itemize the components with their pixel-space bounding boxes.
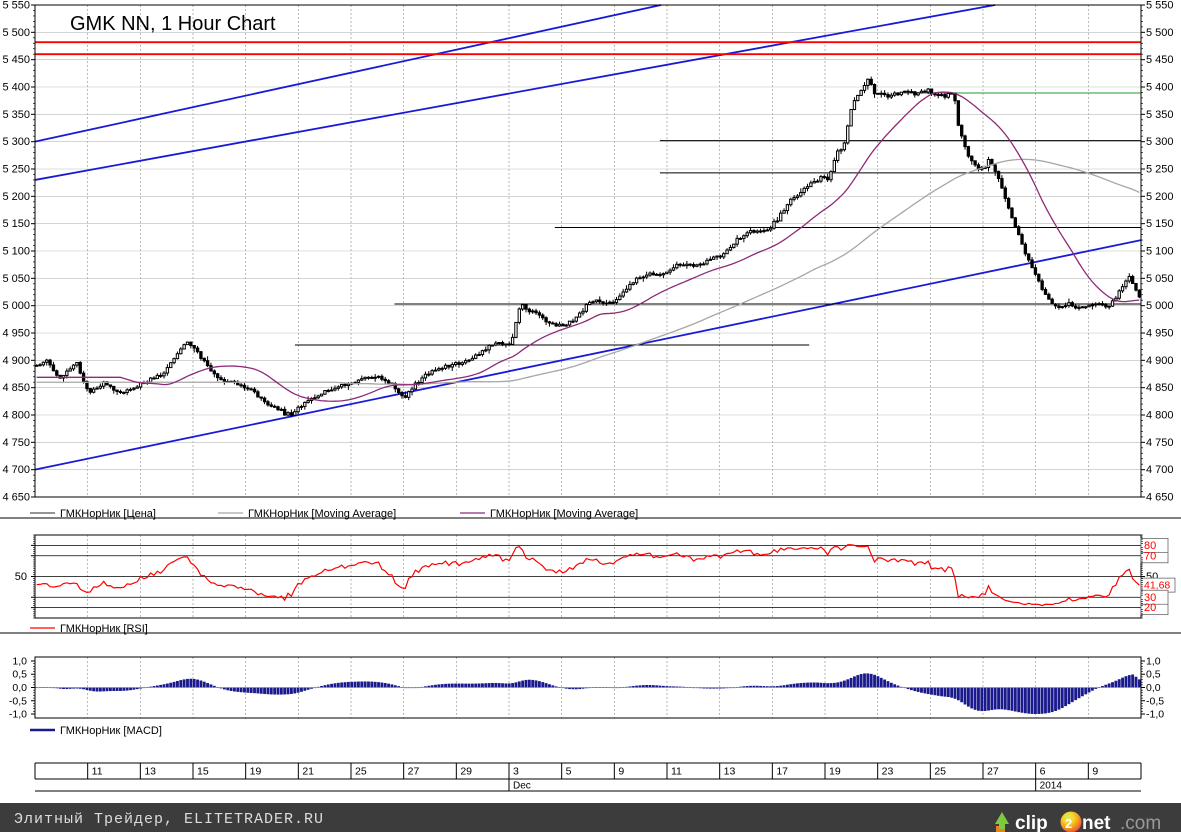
svg-text:13: 13 <box>724 766 736 778</box>
svg-text:2: 2 <box>1065 816 1072 831</box>
svg-text:ГМКНорНик [RSI]: ГМКНорНик [RSI] <box>60 623 148 635</box>
svg-text:5 150: 5 150 <box>1146 218 1174 230</box>
svg-text:5 250: 5 250 <box>1146 164 1174 176</box>
svg-text:1,0: 1,0 <box>1146 655 1161 667</box>
svg-text:4 950: 4 950 <box>2 328 30 340</box>
svg-text:5 000: 5 000 <box>2 300 30 312</box>
svg-text:2014: 2014 <box>1040 781 1063 792</box>
svg-text:5 100: 5 100 <box>2 246 30 258</box>
svg-text:9: 9 <box>1092 766 1098 778</box>
svg-text:4 850: 4 850 <box>1146 382 1174 394</box>
svg-text:ГМКНорНик [MACD]: ГМКНорНик [MACD] <box>60 725 162 737</box>
svg-text:5 550: 5 550 <box>1146 0 1174 12</box>
svg-text:-0,5: -0,5 <box>9 695 27 707</box>
svg-text:25: 25 <box>934 766 946 778</box>
svg-text:5 050: 5 050 <box>2 273 30 285</box>
svg-text:Dec: Dec <box>513 781 531 792</box>
svg-text:.com: .com <box>1120 813 1161 832</box>
svg-text:15: 15 <box>197 766 209 778</box>
svg-text:27: 27 <box>987 766 999 778</box>
svg-text:21: 21 <box>302 766 314 778</box>
svg-text:-1,0: -1,0 <box>9 709 27 721</box>
svg-text:5 400: 5 400 <box>1146 82 1174 94</box>
svg-text:GMK NN, 1 Hour Chart: GMK NN, 1 Hour Chart <box>70 13 276 35</box>
svg-text:11: 11 <box>92 766 103 778</box>
svg-text:13: 13 <box>144 766 156 778</box>
svg-text:5 200: 5 200 <box>1146 191 1174 203</box>
svg-text:5 400: 5 400 <box>2 82 30 94</box>
svg-text:41,68: 41,68 <box>1144 580 1170 592</box>
svg-text:5: 5 <box>566 766 572 778</box>
svg-text:5 050: 5 050 <box>1146 273 1174 285</box>
svg-text:-0,5: -0,5 <box>1146 695 1164 707</box>
svg-text:11: 11 <box>671 766 682 778</box>
svg-text:50: 50 <box>15 571 27 583</box>
svg-text:5 450: 5 450 <box>2 54 30 66</box>
svg-text:0,0: 0,0 <box>12 682 27 694</box>
svg-text:5 350: 5 350 <box>2 109 30 121</box>
svg-text:20: 20 <box>1144 602 1156 614</box>
svg-text:4 800: 4 800 <box>1146 410 1174 422</box>
svg-text:1,0: 1,0 <box>12 655 27 667</box>
svg-text:4 650: 4 650 <box>2 492 30 504</box>
svg-text:5 550: 5 550 <box>2 0 30 12</box>
svg-text:5 150: 5 150 <box>2 218 30 230</box>
svg-text:net: net <box>1082 813 1111 832</box>
svg-text:5 250: 5 250 <box>2 164 30 176</box>
svg-text:4 800: 4 800 <box>2 410 30 422</box>
svg-text:4 900: 4 900 <box>2 355 30 367</box>
svg-text:23: 23 <box>882 766 894 778</box>
svg-text:70: 70 <box>1144 550 1156 562</box>
svg-text:0,0: 0,0 <box>1146 682 1161 694</box>
svg-text:5 500: 5 500 <box>1146 27 1174 39</box>
svg-text:ГМКНорНик [Moving Average]: ГМКНорНик [Moving Average] <box>490 508 638 520</box>
svg-text:9: 9 <box>618 766 624 778</box>
svg-text:4 950: 4 950 <box>1146 328 1174 340</box>
svg-text:5 500: 5 500 <box>2 27 30 39</box>
svg-text:19: 19 <box>829 766 841 778</box>
svg-text:25: 25 <box>355 766 367 778</box>
svg-text:29: 29 <box>460 766 472 778</box>
svg-text:4 750: 4 750 <box>2 437 30 449</box>
svg-text:5 000: 5 000 <box>1146 300 1174 312</box>
svg-text:clip: clip <box>1015 813 1048 832</box>
svg-text:5 450: 5 450 <box>1146 54 1174 66</box>
svg-text:ГМКНорНик [Цена]: ГМКНорНик [Цена] <box>60 508 156 520</box>
svg-text:17: 17 <box>776 766 788 778</box>
svg-text:19: 19 <box>250 766 262 778</box>
svg-text:6: 6 <box>1040 766 1046 778</box>
svg-text:4 750: 4 750 <box>1146 437 1174 449</box>
svg-text:4 850: 4 850 <box>2 382 30 394</box>
svg-text:-1,0: -1,0 <box>1146 709 1164 721</box>
svg-text:0,5: 0,5 <box>1146 669 1161 681</box>
svg-text:5 200: 5 200 <box>2 191 30 203</box>
svg-text:4 700: 4 700 <box>2 464 30 476</box>
svg-text:0,5: 0,5 <box>12 669 27 681</box>
svg-text:5 100: 5 100 <box>1146 246 1174 258</box>
svg-text:4 700: 4 700 <box>1146 464 1174 476</box>
svg-text:27: 27 <box>408 766 420 778</box>
svg-text:4 650: 4 650 <box>1146 492 1174 504</box>
svg-text:3: 3 <box>513 766 519 778</box>
svg-text:5 350: 5 350 <box>1146 109 1174 121</box>
svg-text:5 300: 5 300 <box>2 136 30 148</box>
svg-text:ГМКНорНик [Moving Average]: ГМКНорНик [Moving Average] <box>248 508 396 520</box>
svg-text:4 900: 4 900 <box>1146 355 1174 367</box>
svg-text:5 300: 5 300 <box>1146 136 1174 148</box>
